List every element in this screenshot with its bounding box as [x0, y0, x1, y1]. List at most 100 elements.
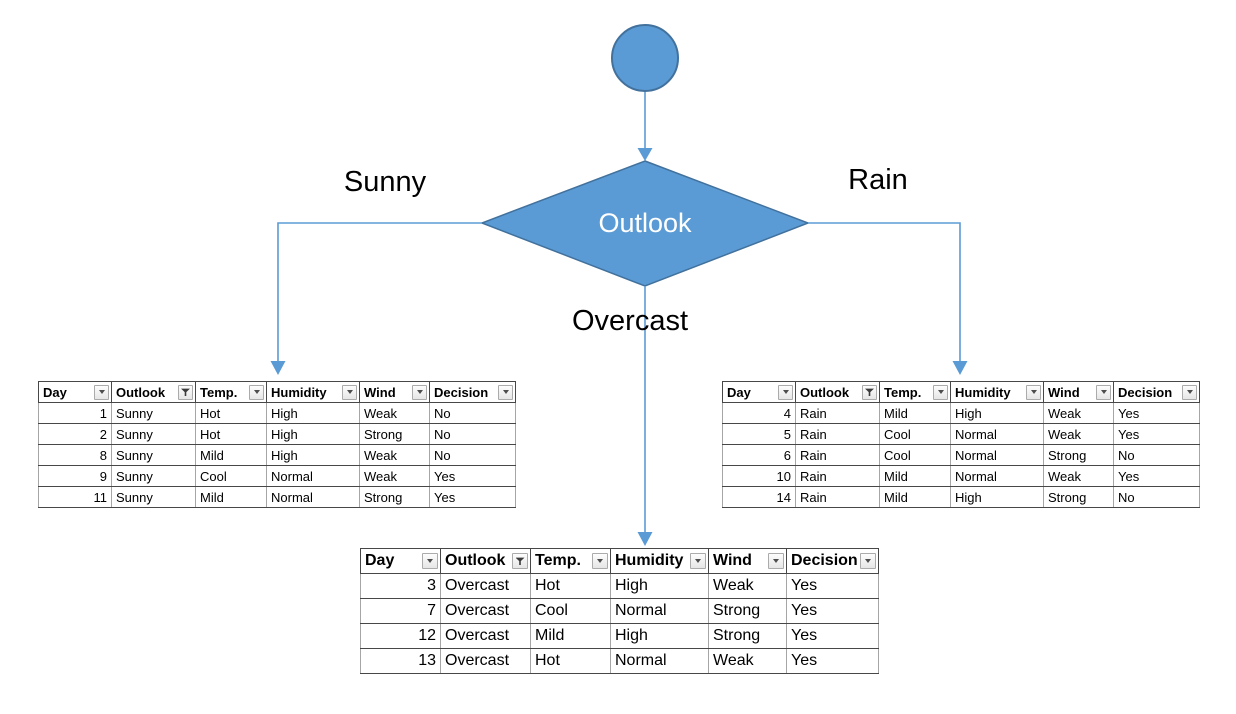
cell: Overcast [440, 573, 531, 599]
cell: Rain [795, 444, 880, 466]
branch-label-overcast: Overcast [571, 305, 689, 337]
cell: Strong [708, 598, 787, 624]
cell: High [266, 402, 360, 424]
column-header-outlook: Outlook [795, 381, 880, 403]
cell: Hot [530, 573, 611, 599]
cell: Overcast [440, 598, 531, 624]
cell: Yes [786, 648, 879, 674]
cell: No [1113, 486, 1200, 508]
filter-applied-button[interactable] [512, 553, 528, 569]
dropdown-arrow-icon [253, 390, 260, 394]
dropdown-arrow-icon [695, 559, 701, 563]
cell: Yes [786, 623, 879, 649]
cell: 4 [722, 402, 796, 424]
column-header-label: Temp. [200, 384, 238, 400]
cell: Sunny [111, 486, 196, 508]
column-header-temp: Temp. [530, 548, 611, 574]
filter-applied-button[interactable] [178, 384, 193, 400]
cell: Hot [530, 648, 611, 674]
cell: 2 [38, 423, 112, 445]
cell: Strong [359, 423, 430, 445]
filter-dropdown-button[interactable] [249, 384, 264, 400]
cell: Strong [1043, 486, 1114, 508]
column-header-label: Decision [791, 552, 858, 569]
overcast-table: Day Outlook Temp. Humidity Wind Decision 3 Over… [360, 548, 879, 674]
cell: 10 [722, 465, 796, 487]
dropdown-arrow-icon [416, 390, 423, 394]
filter-dropdown-button[interactable] [768, 553, 784, 569]
column-header-label: Day [365, 552, 395, 569]
cell: Weak [1043, 423, 1114, 445]
filter-dropdown-button[interactable] [498, 384, 513, 400]
table-row: 9 Sunny Cool Normal Weak Yes [38, 465, 516, 487]
cell: Cool [195, 465, 267, 487]
filter-applied-button[interactable] [862, 384, 877, 400]
header-row: Day Outlook Temp. Humidity Wind Decision [38, 381, 516, 403]
filter-dropdown-button[interactable] [592, 553, 608, 569]
decision-node-label: Outlook [598, 208, 692, 238]
cell: 9 [38, 465, 112, 487]
cell: 12 [360, 623, 441, 649]
arrowhead-to-decision-icon [637, 148, 653, 161]
column-header-humidity: Humidity [266, 381, 360, 403]
cell: Overcast [440, 648, 531, 674]
cell: 1 [38, 402, 112, 424]
filter-funnel-icon [515, 557, 525, 566]
column-header-day: Day [38, 381, 112, 403]
filter-dropdown-button[interactable] [778, 384, 793, 400]
dropdown-arrow-icon [427, 559, 433, 563]
filter-dropdown-button[interactable] [1182, 384, 1197, 400]
dropdown-arrow-icon [773, 559, 779, 563]
cell: Overcast [440, 623, 531, 649]
filter-dropdown-button[interactable] [690, 553, 706, 569]
arrowhead-overcast-icon [637, 532, 653, 546]
column-header-label: Humidity [955, 384, 1011, 400]
filter-dropdown-button[interactable] [412, 384, 427, 400]
cell: Yes [1113, 402, 1200, 424]
cell: High [266, 444, 360, 466]
cell: Rain [795, 465, 880, 487]
cell: Rain [795, 402, 880, 424]
filter-dropdown-button[interactable] [94, 384, 109, 400]
cell: Hot [195, 423, 267, 445]
dropdown-arrow-icon [937, 390, 944, 394]
cell: 8 [38, 444, 112, 466]
cell: Normal [610, 648, 709, 674]
cell: Strong [359, 486, 430, 508]
column-header-label: Decision [434, 384, 489, 400]
filter-dropdown-button[interactable] [859, 553, 876, 569]
column-header-decision: Decision [786, 548, 879, 574]
column-header-label: Wind [1048, 384, 1080, 400]
filter-dropdown-button[interactable] [422, 553, 438, 569]
filter-dropdown-button[interactable] [1096, 384, 1111, 400]
cell: Weak [708, 648, 787, 674]
cell: 14 [722, 486, 796, 508]
filter-dropdown-button[interactable] [342, 384, 357, 400]
column-header-label: Decision [1118, 384, 1173, 400]
table-row: 11 Sunny Mild Normal Strong Yes [38, 486, 516, 508]
filter-dropdown-button[interactable] [933, 384, 948, 400]
cell: Weak [359, 444, 430, 466]
cell: Mild [530, 623, 611, 649]
cell: Mild [879, 486, 951, 508]
column-header-humidity: Humidity [950, 381, 1044, 403]
cell: Rain [795, 423, 880, 445]
cell: Normal [266, 486, 360, 508]
cell: Yes [1113, 423, 1200, 445]
column-header-label: Temp. [884, 384, 922, 400]
table-row: 6 Rain Cool Normal Strong No [722, 444, 1200, 466]
table-row: 4 Rain Mild High Weak Yes [722, 402, 1200, 424]
cell: Normal [950, 423, 1044, 445]
start-node-circle [611, 24, 679, 92]
cell: Yes [786, 598, 879, 624]
cell: Hot [195, 402, 267, 424]
rain-table: Day Outlook Temp. Humidity Wind Decision 4 Rain… [722, 381, 1200, 508]
column-header-humidity: Humidity [610, 548, 709, 574]
table-row: 2 Sunny Hot High Strong No [38, 423, 516, 445]
cell: Sunny [111, 444, 196, 466]
cell: No [429, 423, 516, 445]
filter-dropdown-button[interactable] [1026, 384, 1041, 400]
cell: High [950, 402, 1044, 424]
cell: Normal [266, 465, 360, 487]
